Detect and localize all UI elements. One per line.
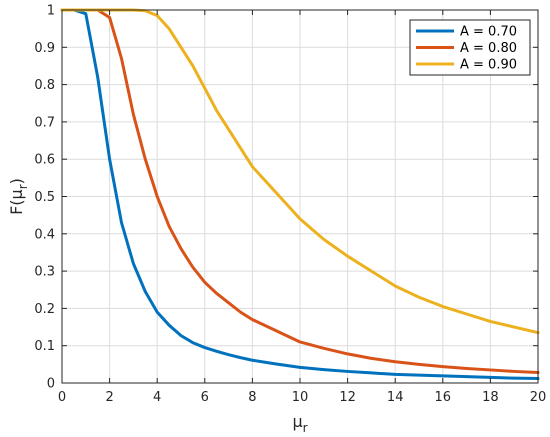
y-tick-label: 0.9 xyxy=(34,41,55,56)
legend-label-1: A = 0.70 xyxy=(460,25,517,40)
y-tick-label: 0.5 xyxy=(34,190,55,205)
series-line-1 xyxy=(60,8,540,381)
x-axis-label: μr xyxy=(292,412,307,435)
y-tick-label: 0 xyxy=(47,377,55,392)
y-tick-label: 0.8 xyxy=(34,78,55,93)
y-tick-label: 0.6 xyxy=(34,153,55,168)
y-axis-label-prefix: F( xyxy=(7,199,26,214)
x-tick-label: 14 xyxy=(387,390,404,405)
x-tick-labels: 0 2 4 6 8 10 12 14 16 18 20 xyxy=(58,390,546,405)
x-tick-label: 8 xyxy=(248,390,256,405)
y-tick-label: 0.1 xyxy=(34,339,55,354)
y-axis-label-symbol: μ xyxy=(7,189,26,199)
legend-items: A = 0.70A = 0.80 A = 0.90 xyxy=(416,25,517,73)
series-line-2 xyxy=(60,8,540,375)
x-axis-label-symbol: μ xyxy=(292,412,302,431)
y-tick-labels: 0 0.1 0.2 0.3 0.4 0.5 0.6 0.7 0.8 0.9 1 xyxy=(34,4,55,392)
x-axis-label-subscript: r xyxy=(303,421,308,435)
legend-label-2: A = 0.80 xyxy=(460,41,517,56)
legend-label-3: A = 0.90 xyxy=(460,58,517,73)
x-tick-label: 2 xyxy=(105,390,113,405)
y-tick-label: 0.7 xyxy=(34,115,55,130)
x-tick-label: 20 xyxy=(530,390,547,405)
tick-marks xyxy=(61,9,539,384)
x-tick-label: 4 xyxy=(153,390,161,405)
legend: A = 0.70A = 0.80 A = 0.90 xyxy=(409,19,531,76)
x-tick-label: 18 xyxy=(482,390,499,405)
y-axis-label-subscript: r xyxy=(16,184,30,189)
y-axis-label: F(μr) xyxy=(7,178,30,215)
y-axis-label-suffix: ) xyxy=(7,178,26,184)
x-tick-label: 12 xyxy=(339,390,356,405)
x-tick-label: 10 xyxy=(292,390,309,405)
y-tick-label: 0.4 xyxy=(34,227,55,242)
y-tick-label: 1 xyxy=(47,4,55,19)
x-tick-label: 0 xyxy=(58,390,66,405)
y-tick-label: 0.2 xyxy=(34,302,55,317)
x-tick-label: 16 xyxy=(435,390,452,405)
y-tick-label: 0.3 xyxy=(34,265,55,280)
x-tick-label: 6 xyxy=(201,390,209,405)
